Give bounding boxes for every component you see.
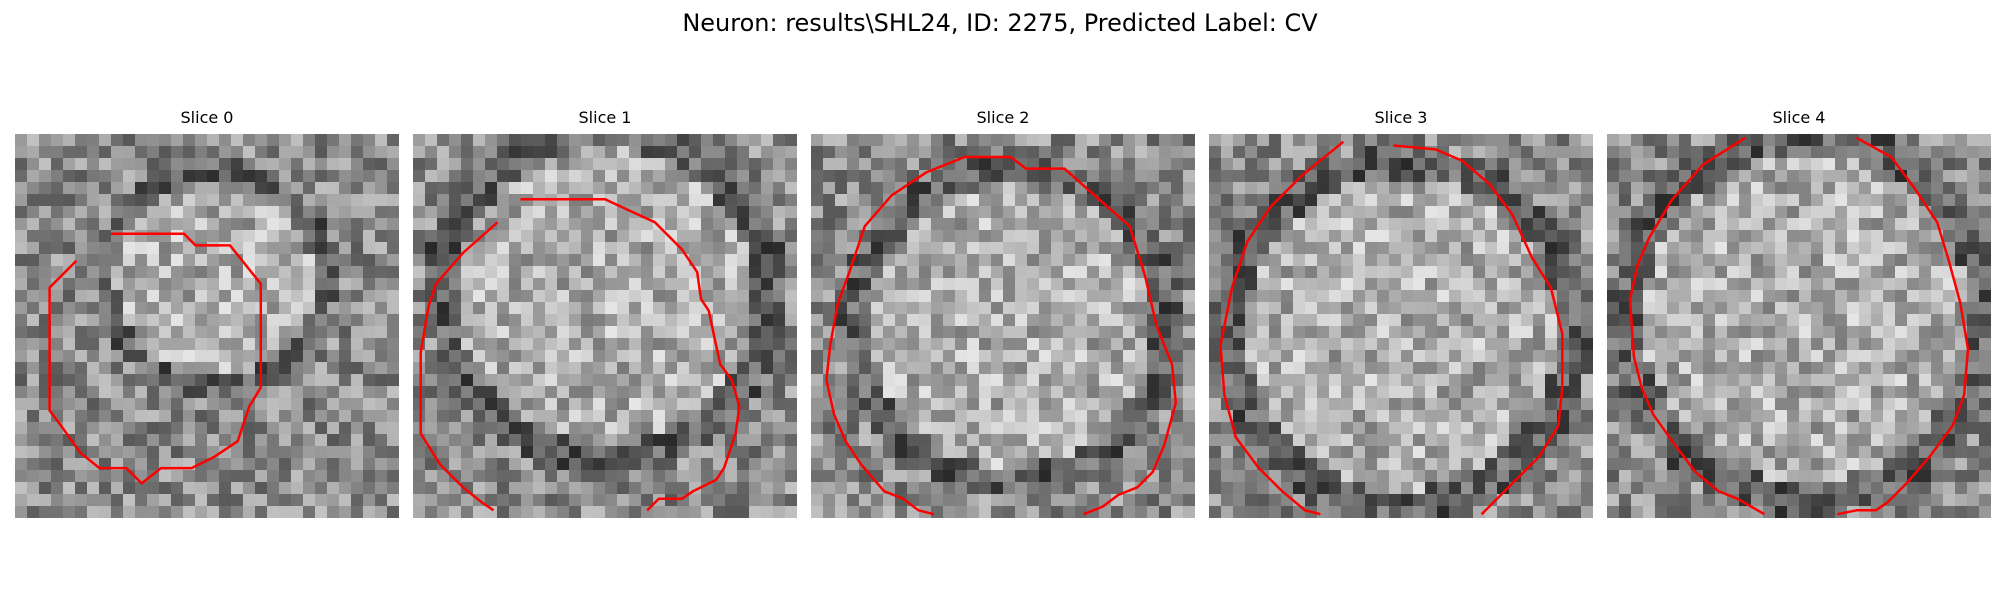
pixel-texture bbox=[413, 134, 797, 518]
contour-line bbox=[1628, 136, 1766, 516]
slice-image bbox=[1607, 134, 1991, 518]
contour-line bbox=[419, 221, 499, 512]
pixel-texture bbox=[811, 134, 1195, 518]
slice-title: Slice 0 bbox=[180, 108, 234, 127]
slice-image-svg bbox=[1607, 134, 1991, 518]
slice-image bbox=[413, 134, 797, 518]
slice-title: Slice 1 bbox=[578, 108, 632, 127]
slice-image bbox=[1209, 134, 1593, 518]
figure-title: Neuron: results\SHL24, ID: 2275, Predict… bbox=[682, 9, 1318, 37]
slice-image-svg bbox=[1209, 134, 1593, 518]
slice-title: Slice 3 bbox=[1374, 108, 1428, 127]
contour-line bbox=[1393, 144, 1564, 516]
slice-image-svg bbox=[413, 134, 797, 518]
slice-image-svg bbox=[811, 134, 1195, 518]
slice-title: Slice 4 bbox=[1772, 108, 1826, 127]
pixel-texture bbox=[15, 134, 399, 518]
slice-image-svg bbox=[15, 134, 399, 518]
slice-image bbox=[15, 134, 399, 518]
slice-title: Slice 2 bbox=[976, 108, 1030, 127]
pixel-texture bbox=[1607, 134, 1991, 518]
contour-line bbox=[825, 155, 966, 516]
slice-image bbox=[811, 134, 1195, 518]
contour-line bbox=[1219, 140, 1345, 516]
contour-line bbox=[48, 232, 263, 485]
contour-line bbox=[1837, 136, 1970, 516]
contour-line bbox=[964, 155, 1178, 516]
contour-line bbox=[520, 198, 741, 512]
